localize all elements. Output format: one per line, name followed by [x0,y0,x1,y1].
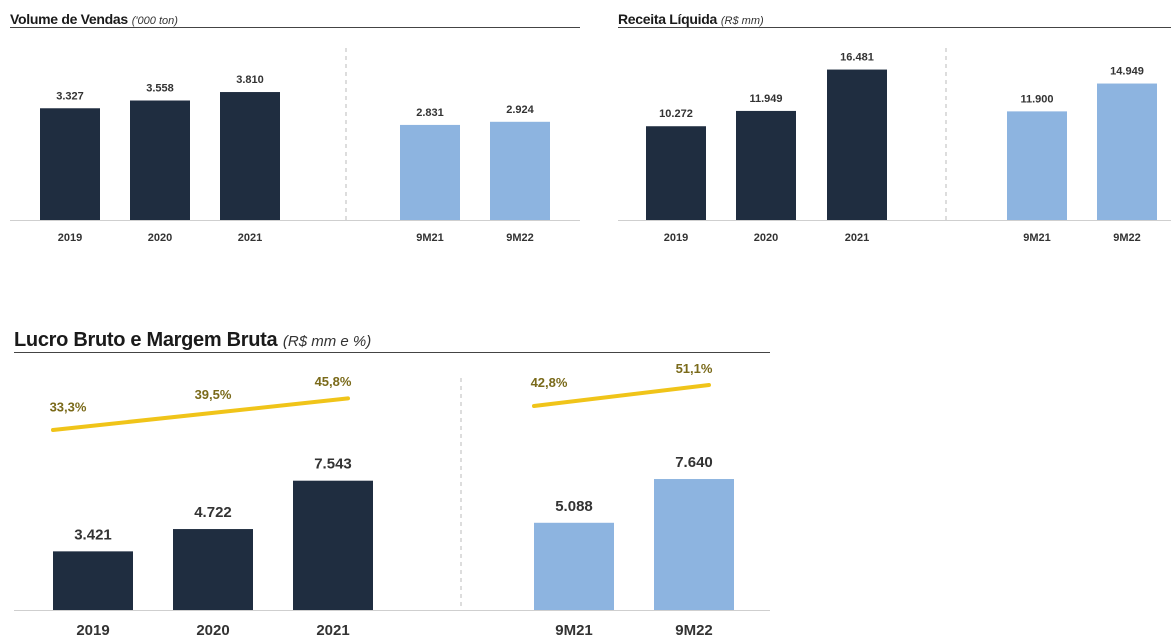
bar-chart-receita: 10.272 2019 11.949 2020 16.481 2021 11.900 9M21… [618,48,1171,244]
value-label: 11.949 [749,93,782,105]
value-label: 11.900 [1020,93,1053,105]
tick-label: 9M21 [1023,232,1051,244]
tick-label: 9M22 [675,622,713,639]
tick-label: 2020 [754,232,778,244]
tick-label: 9M22 [506,232,534,244]
chart-title: Lucro Bruto e Margem Bruta (R$ mm e %) [14,330,770,353]
chart-lucro-bruto: Lucro Bruto e Margem Bruta (R$ mm e %) 3… [14,330,770,640]
margin-label: 39,5% [195,387,232,402]
tick-label: 9M22 [1113,232,1141,244]
bar-9m22 [654,479,734,610]
margin-label: 33,3% [50,400,87,415]
bar-2020 [173,529,253,610]
chart-receita-liquida: Receita Líquida (R$ mm) 10.272 2019 11.949… [618,12,1171,252]
chart-volume-vendas: Volume de Vendas ('000 ton) 3.327 2019 3.5… [10,12,580,252]
chart-subtitle: ('000 ton) [131,15,178,27]
chart-title-text: Volume de Vendas [10,11,128,27]
tick-label: 2021 [316,622,349,639]
value-label: 4.722 [194,504,232,521]
margin-label: 42,8% [531,375,568,390]
chart-subtitle: (R$ mm e %) [282,333,372,350]
bar-2020 [736,110,796,220]
value-label: 5.088 [555,498,593,515]
tick-label: 2020 [196,622,229,639]
chart-subtitle: (R$ mm) [720,15,764,27]
value-label: 10.272 [659,108,693,120]
value-label: 7.640 [675,454,713,471]
margin-label: 45,8% [315,374,352,389]
value-label: 3.810 [236,74,264,86]
bar-2019 [646,126,706,220]
bar-2021 [827,69,887,221]
bar-2020 [130,100,190,220]
bar-2019 [40,108,100,220]
margin-line-segment [532,383,711,408]
tick-label: 2019 [76,622,109,639]
value-label: 16.481 [840,52,874,64]
margin-label: 51,1% [676,361,713,376]
bar-2021 [220,92,280,220]
tick-label: 9M21 [555,622,593,639]
bar-chart-volume: 3.327 2019 3.558 2020 3.810 2021 2.831 9M21 2.92… [10,48,580,244]
margin-line-segment [51,396,350,432]
value-label: 3.558 [146,83,174,95]
bar-9m21 [400,124,460,220]
value-label: 3.327 [56,90,84,102]
value-label: 14.949 [1110,66,1144,78]
chart-title: Receita Líquida (R$ mm) [618,12,1171,28]
value-label: 7.543 [314,456,352,473]
tick-label: 2021 [845,232,869,244]
bar-line-chart-lucro: 3.421 2019 4.722 2020 7.543 2021 5.088 9M21 7.64… [14,361,770,639]
tick-label: 9M21 [416,232,444,244]
chart-title-text: Receita Líquida [618,11,717,27]
bar-2021 [293,480,373,610]
bar-9m22 [1097,83,1157,220]
tick-label: 2020 [148,232,172,244]
bar-2019 [53,551,133,610]
tick-label: 2019 [664,232,688,244]
value-label: 2.831 [416,107,444,119]
value-label: 3.421 [74,526,112,543]
bar-9m22 [490,121,550,220]
chart-title: Volume de Vendas ('000 ton) [10,12,580,28]
value-label: 2.924 [506,104,534,116]
bar-9m21 [1007,111,1067,220]
tick-label: 2019 [58,232,82,244]
chart-title-text: Lucro Bruto e Margem Bruta [14,329,278,351]
tick-label: 2021 [238,232,262,244]
bar-9m21 [534,522,614,610]
